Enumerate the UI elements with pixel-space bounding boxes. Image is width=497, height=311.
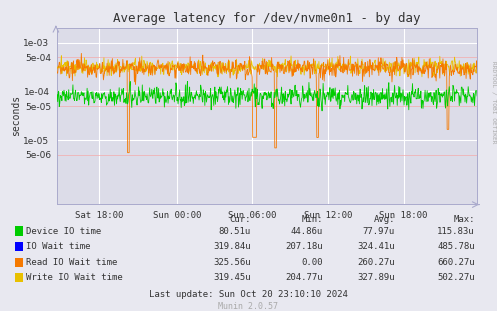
Text: 207.18u: 207.18u <box>285 242 323 251</box>
Text: Avg:: Avg: <box>374 215 395 224</box>
Text: Write IO Wait time: Write IO Wait time <box>26 273 123 282</box>
Y-axis label: seconds: seconds <box>10 95 20 137</box>
Text: 80.51u: 80.51u <box>219 227 251 235</box>
Text: Min:: Min: <box>302 215 323 224</box>
Title: Average latency for /dev/nvme0n1 - by day: Average latency for /dev/nvme0n1 - by da… <box>113 12 421 26</box>
Text: 44.86u: 44.86u <box>291 227 323 235</box>
Text: 485.78u: 485.78u <box>437 242 475 251</box>
Text: Read IO Wait time: Read IO Wait time <box>26 258 117 267</box>
Text: 325.56u: 325.56u <box>213 258 251 267</box>
Text: 319.84u: 319.84u <box>213 242 251 251</box>
Text: 502.27u: 502.27u <box>437 273 475 282</box>
Text: 77.97u: 77.97u <box>363 227 395 235</box>
Text: 324.41u: 324.41u <box>357 242 395 251</box>
Text: 204.77u: 204.77u <box>285 273 323 282</box>
Text: 660.27u: 660.27u <box>437 258 475 267</box>
Text: Munin 2.0.57: Munin 2.0.57 <box>219 302 278 311</box>
Text: IO Wait time: IO Wait time <box>26 242 90 251</box>
Text: 319.45u: 319.45u <box>213 273 251 282</box>
Text: 260.27u: 260.27u <box>357 258 395 267</box>
Text: 115.83u: 115.83u <box>437 227 475 235</box>
Text: 327.89u: 327.89u <box>357 273 395 282</box>
Text: Last update: Sun Oct 20 23:10:10 2024: Last update: Sun Oct 20 23:10:10 2024 <box>149 290 348 299</box>
Text: 0.00: 0.00 <box>302 258 323 267</box>
Text: RRDTOOL / TOBI OETIKER: RRDTOOL / TOBI OETIKER <box>491 61 496 144</box>
Text: Max:: Max: <box>453 215 475 224</box>
Text: Device IO time: Device IO time <box>26 227 101 235</box>
Text: Cur:: Cur: <box>230 215 251 224</box>
